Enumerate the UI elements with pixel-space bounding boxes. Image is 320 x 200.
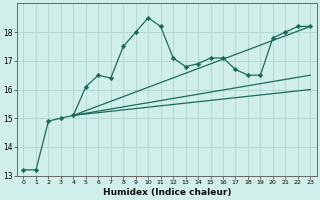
X-axis label: Humidex (Indice chaleur): Humidex (Indice chaleur) <box>103 188 231 197</box>
